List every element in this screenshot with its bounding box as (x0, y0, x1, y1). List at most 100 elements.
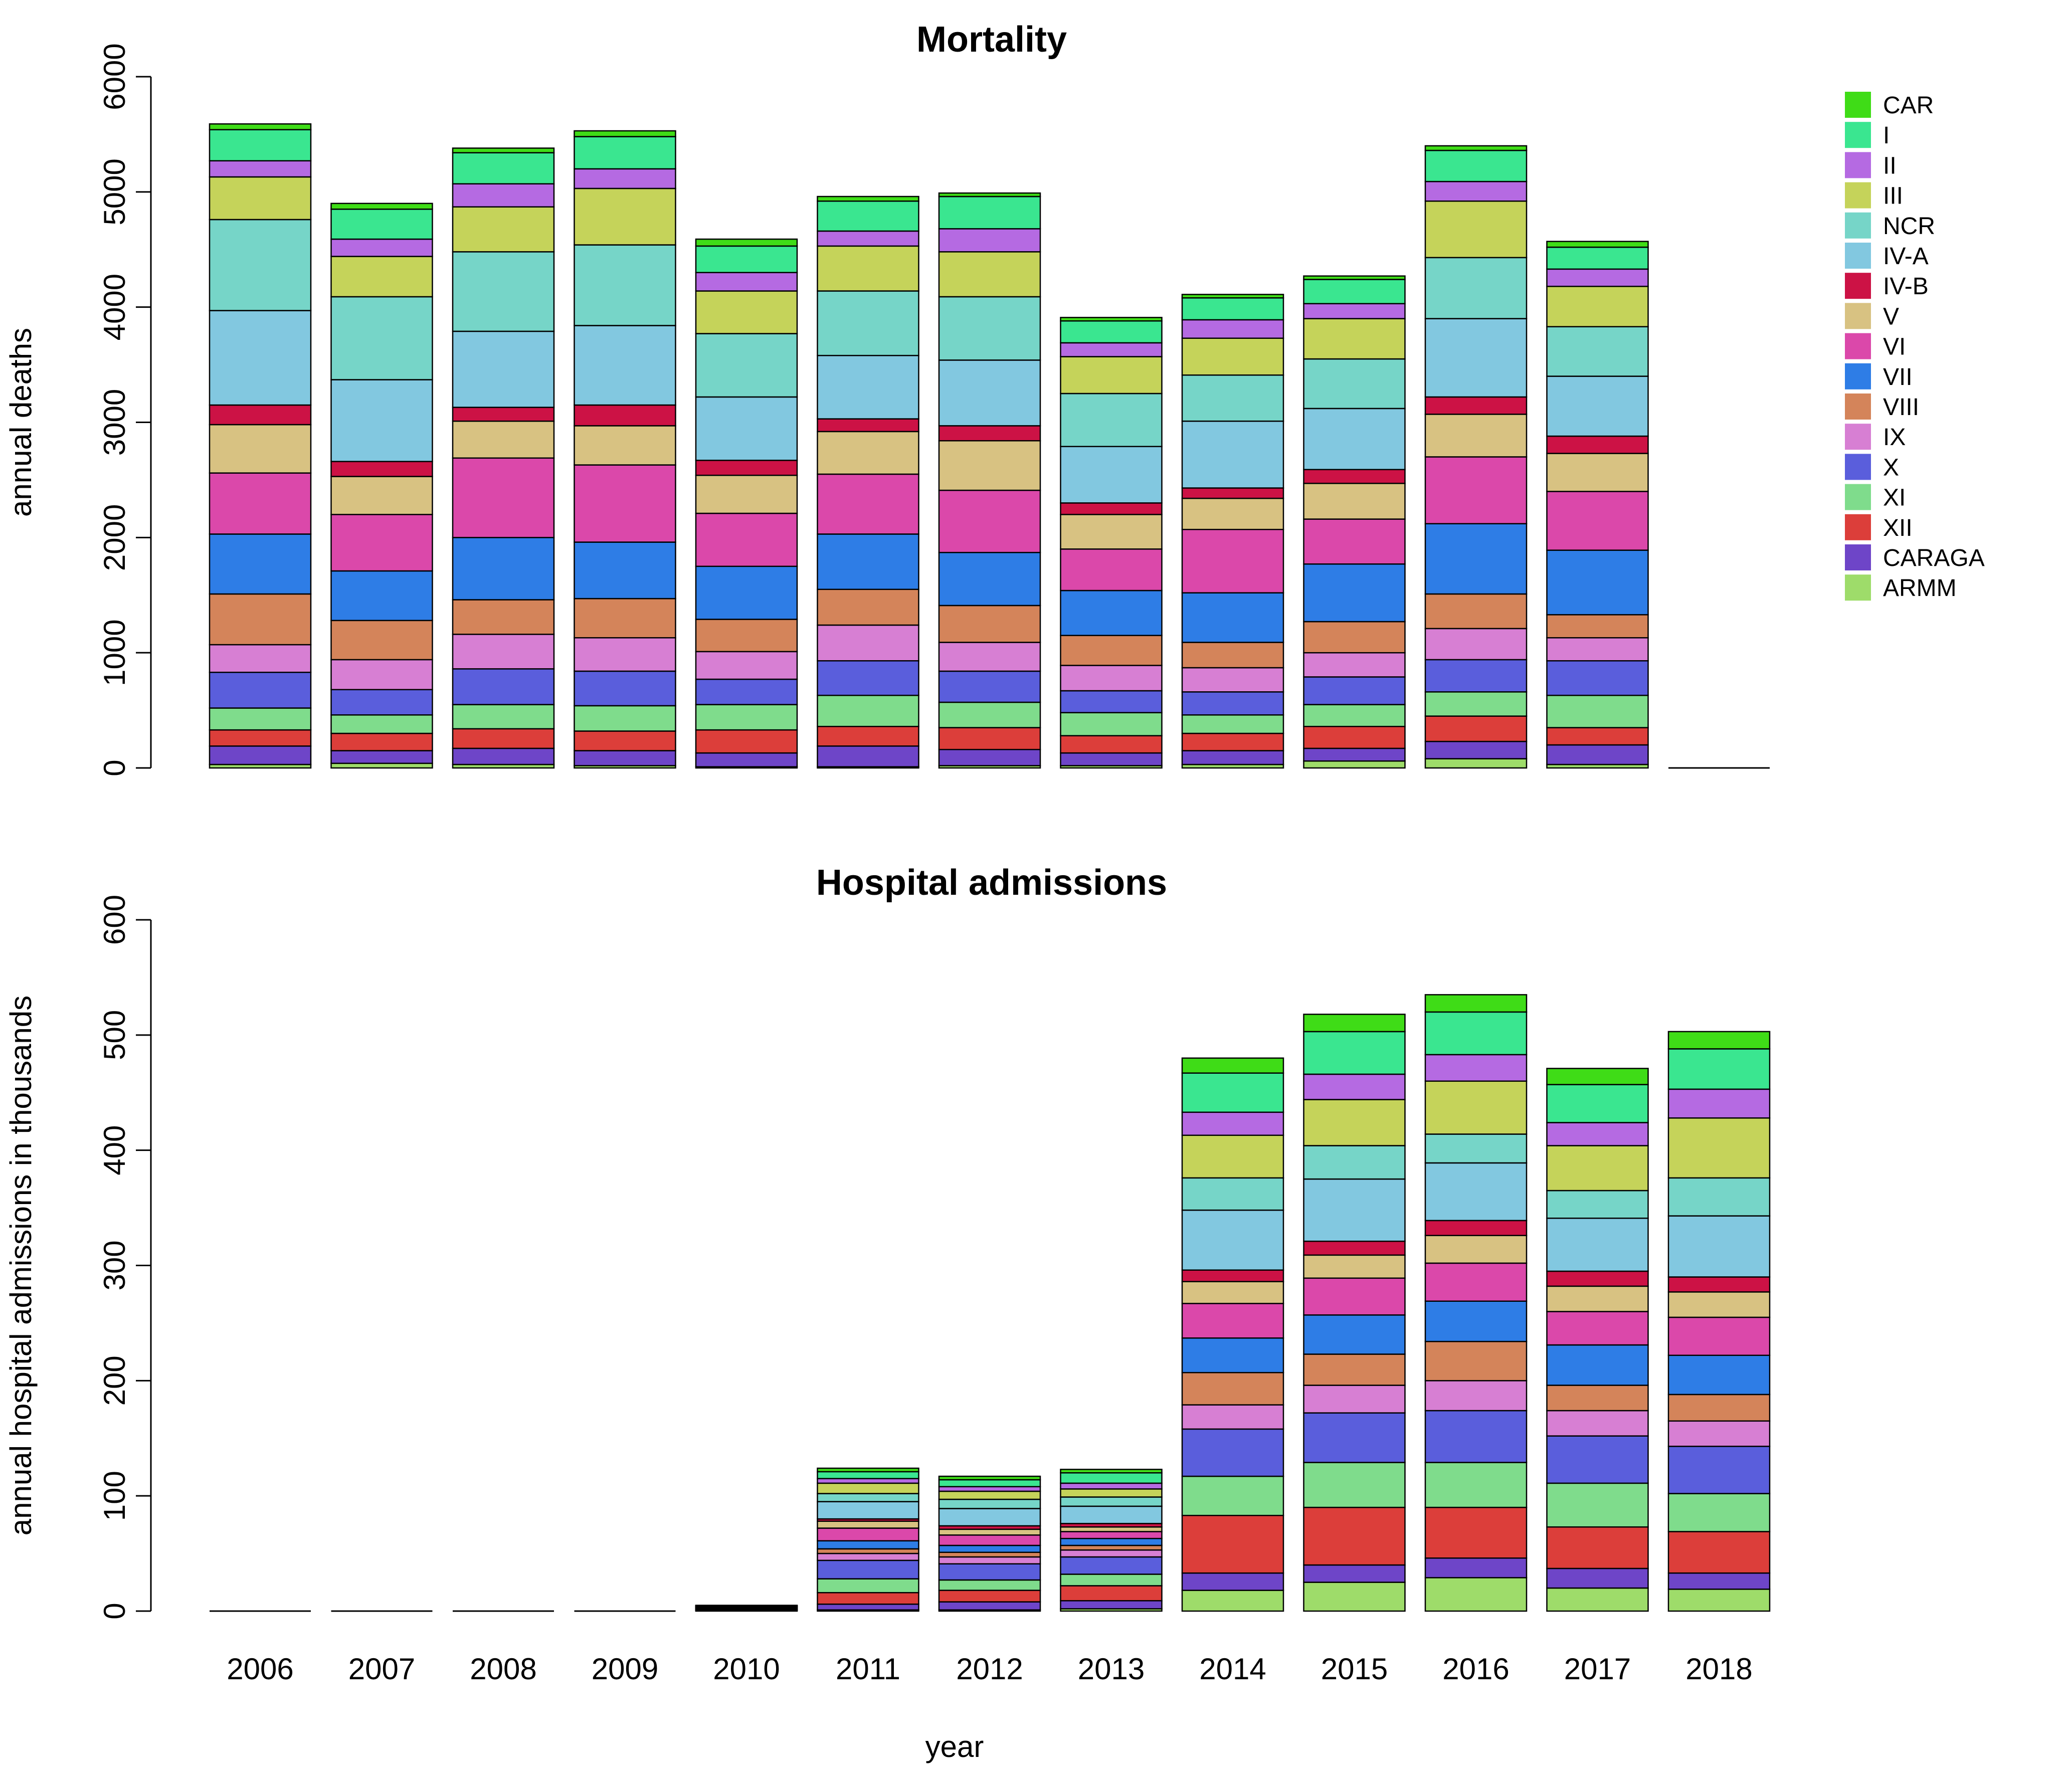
bar-segment-2018-x (1667, 1446, 1771, 1494)
bar-segment-2013-iii (1060, 356, 1163, 394)
legend-label-xii: XII (1883, 515, 1913, 541)
bar-segment-2011-v (817, 431, 919, 475)
bar-segment-2007-iv-b (330, 461, 433, 477)
bar-segment-2017-ix (1546, 637, 1649, 662)
bar-segment-2014-i (1181, 297, 1284, 321)
x-axis-label: year (925, 1730, 984, 1763)
bar-segment-2017-viii (1546, 1385, 1649, 1412)
x-tick-label: 2013 (1078, 1652, 1145, 1686)
bar-segment-2016-x (1424, 1410, 1528, 1463)
bar-segment-2015-vii (1303, 563, 1406, 623)
bar-segment-2017-vi (1546, 1311, 1649, 1346)
bar-segment-2015-iv-a (1303, 408, 1406, 470)
bar-segment-2013-vii (1060, 1537, 1163, 1546)
bar-segment-2012-ii (938, 228, 1041, 253)
y-tick-label: 4000 (98, 274, 131, 340)
y-tick-label: 100 (98, 1471, 131, 1521)
bar-segment-2014-xii (1181, 1514, 1284, 1574)
bar-segment-2017-x (1546, 660, 1649, 696)
bar-segment-2013-v (1060, 1526, 1163, 1532)
bar-segment-2017-ii (1546, 268, 1649, 287)
legend-swatch-armm (1845, 574, 1871, 601)
bar-segment-2017-iv-b (1546, 1270, 1649, 1287)
bar-segment-2012-vii (938, 1544, 1041, 1553)
bar-segment-2012-i (938, 1479, 1041, 1488)
bar-segment-2007-iv-a (330, 379, 433, 462)
x-tick-label: 2007 (348, 1652, 415, 1686)
bar-segment-2007-car (330, 203, 433, 210)
bar-segment-2013-xi (1060, 1573, 1163, 1587)
bar-segment-2011-caraga (817, 1603, 919, 1611)
bar-segment-2011-car (817, 1467, 919, 1473)
bar-segment-2007-iii (330, 256, 433, 298)
y-axis-label: annual deaths (4, 328, 38, 517)
bar-segment-2016-v (1424, 414, 1528, 458)
bar-segment-2017-vii (1546, 549, 1649, 616)
bar-segment-2016-xi (1424, 1462, 1528, 1508)
bar-segment-2017-car (1546, 1068, 1649, 1085)
bar-segment-2010-vii (695, 565, 798, 620)
bar-segment-2014-iv-a (1181, 1209, 1284, 1271)
bar-segment-2012-vi (938, 1534, 1041, 1546)
bar-segment-2011-ncr (817, 290, 919, 356)
bar-segment-2012-xi (938, 1579, 1041, 1591)
bar-segment-2009-xii (574, 730, 676, 751)
bar-segment-2011-ix (817, 1552, 919, 1561)
mortality-panel: Mortality 0 1000 2000 3000 4000 5000 6000 annual… (4, 20, 1770, 776)
bar-segment-2011-ii (817, 230, 919, 247)
bar-segment-2011-ii (817, 1478, 919, 1484)
legend-label-iv-b: IV-B (1883, 273, 1929, 300)
chart-title: Hospital admissions (816, 863, 1167, 903)
bar-segment-2017-xi (1546, 1482, 1649, 1528)
bar-segment-2010-xii (695, 729, 798, 754)
bar-segment-2011-vii (817, 533, 919, 590)
bar-segment-2006-xi (209, 707, 312, 731)
bar-segment-2008-caraga (452, 747, 555, 765)
bar-segment-2013-vii (1060, 589, 1163, 636)
bar-segment-2012-v (938, 440, 1041, 491)
y-tick-label: 400 (98, 1125, 131, 1175)
bar-segment-2010-x (695, 678, 798, 705)
bar-segment-2014-x (1181, 1428, 1284, 1477)
bar-segment-2011-ncr (817, 1493, 919, 1502)
bar-segment-2017-ncr (1546, 1190, 1649, 1219)
bar-segment-2016-vii (1424, 523, 1528, 595)
bar-segment-2015-i (1303, 279, 1406, 305)
bar-segment-2011-iii (817, 245, 919, 292)
bar-segment-2011-iv-a (817, 1501, 919, 1520)
bar-segment-2011-x (817, 1559, 919, 1580)
bar-segment-2012-v (938, 1528, 1041, 1536)
bar-segment-2018-xii (1667, 1531, 1771, 1574)
bar-segment-2008-ncr (452, 251, 555, 332)
bar-segment-2014-iii (1181, 337, 1284, 376)
y-tick-label: 200 (98, 1355, 131, 1406)
bar-segment-2016-xii (1424, 1506, 1528, 1559)
bar-segment-2013-v (1060, 514, 1163, 550)
bar-segment-2009-iv-b (574, 404, 676, 427)
bar-segment-2018-ix (1667, 1420, 1771, 1447)
bar-segment-2016-xi (1424, 691, 1528, 717)
bar-segment-2018-xi (1667, 1493, 1771, 1532)
bar-segment-2018-iv-b (1667, 1276, 1771, 1293)
bar-segment-2012-xii (938, 1590, 1041, 1603)
bar-segment-2017-x (1546, 1435, 1649, 1484)
bar-segment-2017-i (1546, 1084, 1649, 1123)
bar-segment-2012-ii (938, 1486, 1041, 1492)
bar-segment-2012-car (938, 192, 1041, 198)
bar-segment-2011-vi (817, 473, 919, 535)
legend-swatch-caraga (1845, 544, 1871, 570)
bar-segment-2009-car (574, 130, 676, 137)
bar-segment-2014-vi (1181, 1303, 1284, 1339)
bar-segment-2015-x (1303, 1412, 1406, 1463)
bar-segment-2006-caraga (209, 745, 312, 765)
bar-segment-2018-vi (1667, 1316, 1771, 1356)
bar-segment-2017-ii (1546, 1122, 1649, 1146)
hospital-admissions-panel: Hospital admissions 0 100 200 300 400 500 600 an… (4, 863, 1771, 1763)
bar-segment-2013-ncr (1060, 392, 1163, 448)
bar-segment-2012-ix (938, 1556, 1041, 1565)
bar-segment-2012-iv-b (938, 425, 1041, 442)
bar-segment-2015-viii (1303, 621, 1406, 654)
bar-segment-2015-x (1303, 676, 1406, 705)
bar-segment-2007-vii (330, 570, 433, 622)
bar-segment-2008-vi (452, 457, 555, 538)
